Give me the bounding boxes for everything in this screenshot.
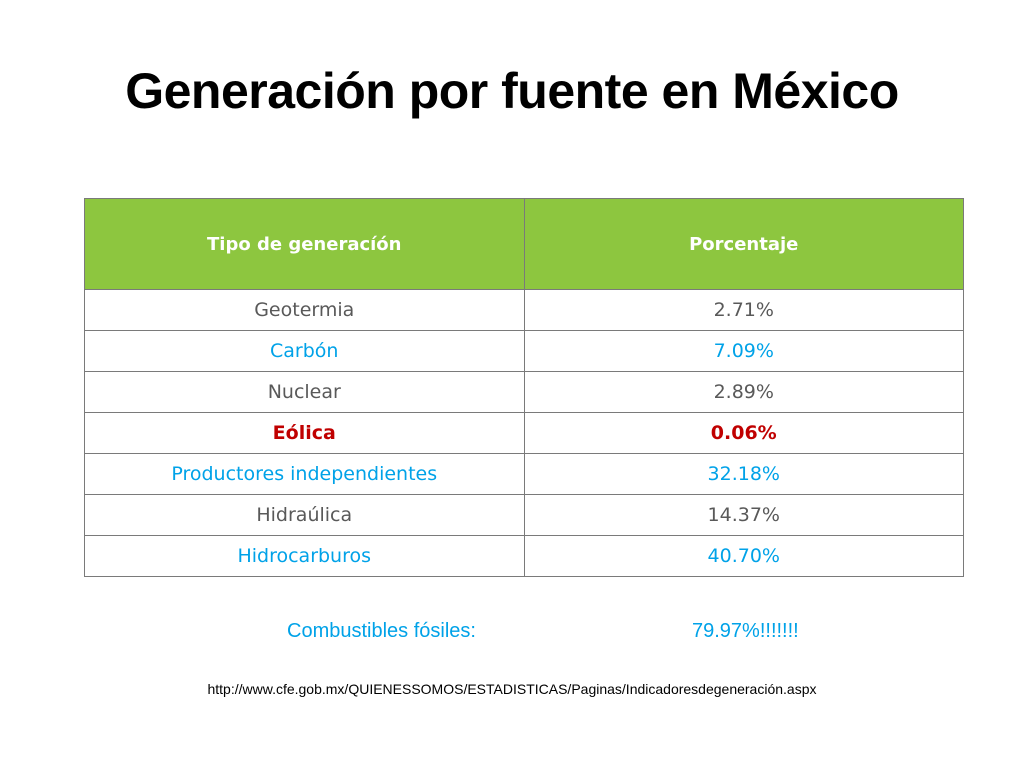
- cell-percent: 32.18%: [523, 453, 964, 495]
- cell-percent: 14.37%: [523, 494, 964, 536]
- cell-percent: 0.06%: [523, 412, 964, 454]
- header-tipo: Tipo de generacíón: [84, 198, 525, 290]
- table-row: Hidrocarburos 40.70%: [84, 535, 964, 577]
- cell-type: Productores independientes: [84, 453, 525, 495]
- table-header-row: Tipo de generacíón Porcentaje: [84, 198, 964, 290]
- cell-type: Hidraúlica: [84, 494, 525, 536]
- cell-percent: 7.09%: [523, 330, 964, 372]
- cell-type: Geotermia: [84, 289, 525, 331]
- source-url: http://www.cfe.gob.mx/QUIENESSOMOS/ESTAD…: [207, 681, 817, 697]
- cell-percent: 2.71%: [523, 289, 964, 331]
- cell-type: Eólica: [84, 412, 525, 454]
- cell-type: Carbón: [84, 330, 525, 372]
- generation-table: Tipo de generacíón Porcentaje Geotermia …: [84, 198, 964, 577]
- table-row: Productores independientes 32.18%: [84, 453, 964, 495]
- header-porcentaje: Porcentaje: [523, 198, 964, 290]
- table-row: Eólica 0.06%: [84, 412, 964, 454]
- table-row: Hidraúlica 14.37%: [84, 494, 964, 536]
- cell-percent: 40.70%: [523, 535, 964, 577]
- summary-label: Combustibles fósiles:: [287, 620, 476, 642]
- cell-type: Hidrocarburos: [84, 535, 525, 577]
- summary-value: 79.97%!!!!!!!: [692, 620, 799, 642]
- table-row: Carbón 7.09%: [84, 330, 964, 372]
- cell-percent: 2.89%: [523, 371, 964, 413]
- table-row: Nuclear 2.89%: [84, 371, 964, 413]
- table-row: Geotermia 2.71%: [84, 289, 964, 331]
- slide-title: Generación por fuente en México: [125, 63, 899, 119]
- cell-type: Nuclear: [84, 371, 525, 413]
